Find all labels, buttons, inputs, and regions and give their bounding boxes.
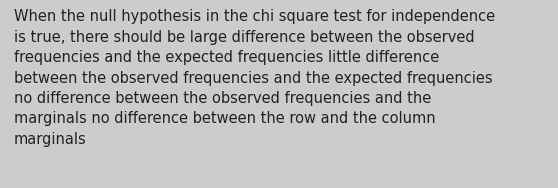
Text: When the null hypothesis in the chi square test for independence
is true, there : When the null hypothesis in the chi squa… — [14, 9, 495, 147]
